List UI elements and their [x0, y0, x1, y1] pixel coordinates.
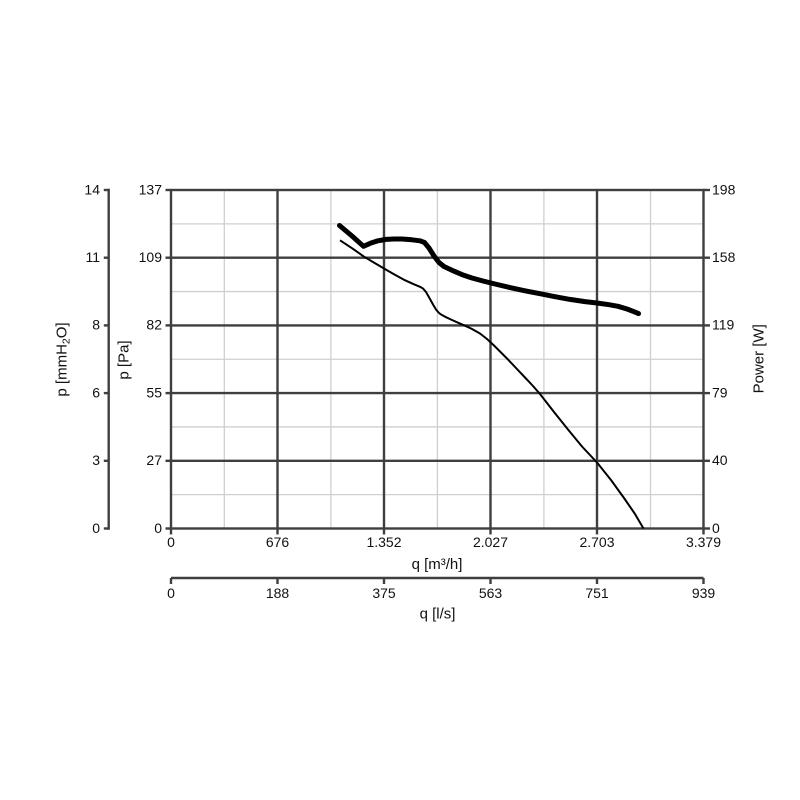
svg-text:0: 0 — [167, 534, 175, 550]
svg-text:751: 751 — [585, 585, 609, 601]
svg-text:1.352: 1.352 — [366, 534, 401, 550]
svg-text:188: 188 — [266, 585, 290, 601]
svg-text:3.379: 3.379 — [686, 534, 721, 550]
svg-text:939: 939 — [692, 585, 716, 601]
svg-text:p [Pa]: p [Pa] — [116, 340, 133, 379]
svg-text:676: 676 — [266, 534, 290, 550]
svg-text:158: 158 — [712, 249, 736, 265]
svg-text:Power [W]: Power [W] — [751, 324, 768, 393]
svg-text:27: 27 — [146, 452, 162, 468]
svg-text:109: 109 — [139, 249, 163, 265]
svg-text:0: 0 — [167, 585, 175, 601]
svg-text:q [l/s]: q [l/s] — [420, 606, 456, 623]
svg-text:6: 6 — [92, 384, 100, 400]
svg-text:2.027: 2.027 — [473, 534, 508, 550]
svg-text:2.703: 2.703 — [579, 534, 614, 550]
svg-text:0: 0 — [154, 520, 162, 536]
svg-text:0: 0 — [92, 520, 100, 536]
svg-text:14: 14 — [84, 181, 100, 197]
svg-text:563: 563 — [479, 585, 503, 601]
svg-text:q [m³/h]: q [m³/h] — [412, 556, 463, 573]
svg-text:137: 137 — [139, 181, 163, 197]
svg-text:82: 82 — [146, 317, 162, 333]
svg-text:79: 79 — [712, 384, 728, 400]
svg-text:40: 40 — [712, 452, 728, 468]
svg-text:119: 119 — [712, 317, 735, 333]
svg-text:3: 3 — [92, 452, 100, 468]
svg-text:0: 0 — [712, 520, 720, 536]
svg-text:198: 198 — [712, 181, 736, 197]
svg-text:375: 375 — [372, 585, 396, 601]
svg-text:8: 8 — [92, 317, 100, 333]
svg-text:11: 11 — [85, 249, 100, 265]
svg-text:55: 55 — [146, 384, 162, 400]
svg-text:p [mmH2O]: p [mmH2O] — [54, 322, 73, 396]
